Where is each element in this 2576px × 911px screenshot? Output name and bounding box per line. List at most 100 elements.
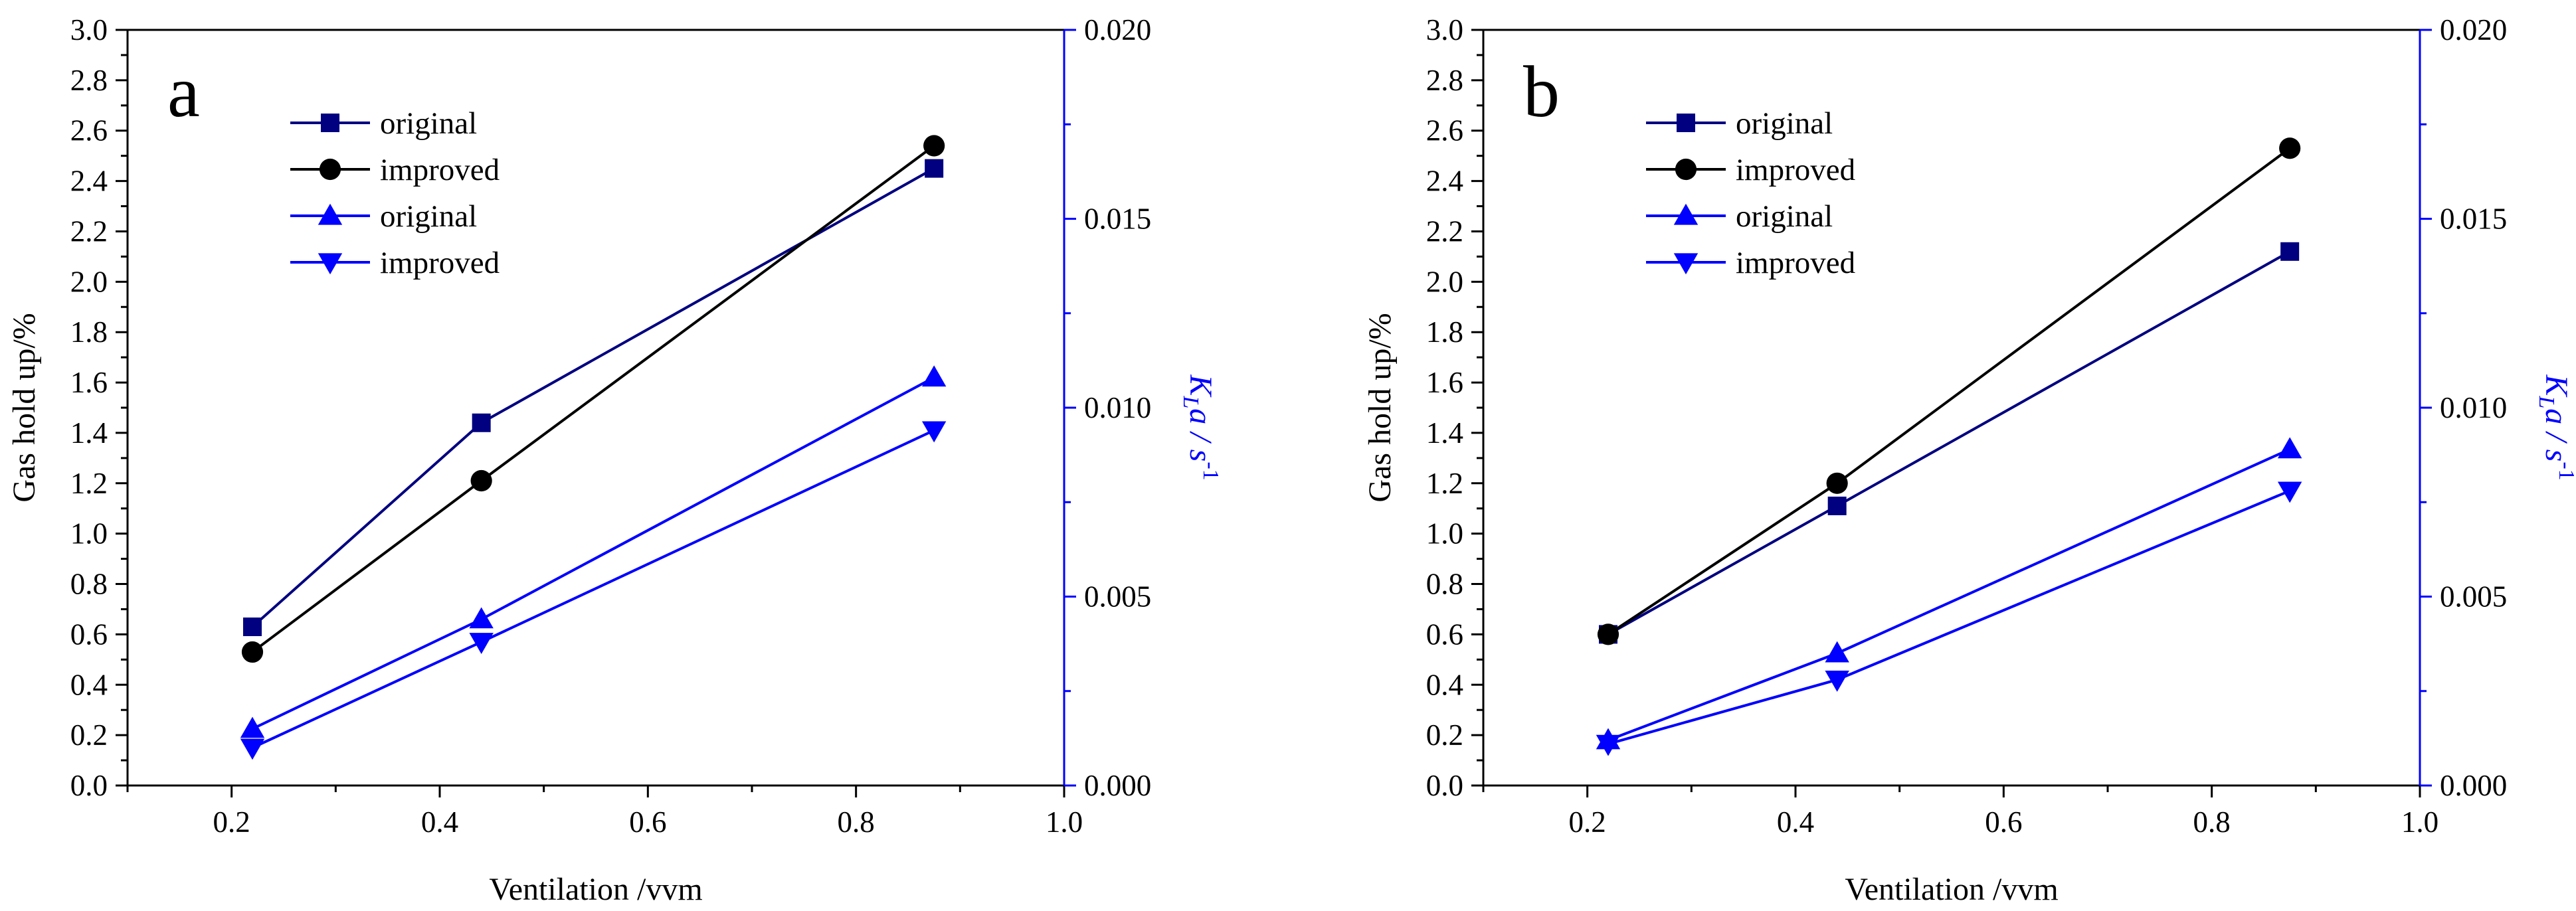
y-tick-label: 3.0 (1426, 13, 1463, 46)
series-line-3 (1608, 489, 2290, 746)
y-tick-label: 1.2 (1426, 467, 1463, 500)
data-point-circle (923, 135, 945, 157)
chart-panel-a: 0.0 0.2 0.4 0.6 0.8 1.0 1.2 1.4 1.6 1.8 2.0 2.2 2.4 2… (7, 13, 1223, 907)
legend-label: improved (380, 246, 500, 280)
y-tick-label: 1.6 (1426, 366, 1463, 399)
y-axis-label: Gas hold up/% (1362, 313, 1398, 502)
x-tick-label: 0.2 (1569, 805, 1606, 839)
y-tick-label: 1.0 (70, 517, 108, 550)
data-point-triangle-up (240, 716, 265, 738)
series-line-2 (252, 376, 935, 730)
data-point-triangle-up (469, 607, 494, 629)
y2-tick-label: 0.000 (2440, 769, 2507, 802)
y2-tick-label: 0.015 (2440, 203, 2507, 236)
y-tick-label: 2.0 (1426, 265, 1463, 298)
y-tick-label: 0.2 (70, 718, 108, 752)
data-point-square (1827, 496, 1847, 515)
x-tick-label: 1.0 (2401, 805, 2438, 839)
y-tick-label: 2.4 (1426, 165, 1463, 198)
x-tick-label: 0.2 (213, 805, 250, 839)
y2-tick-label: 0.000 (1084, 769, 1151, 802)
data-point-triangle-down (1825, 671, 1849, 692)
y-tick-label: 1.4 (1426, 416, 1463, 450)
series-line-1 (1607, 147, 2291, 636)
data-point-circle (1597, 623, 1619, 645)
legend-label: original (1736, 106, 1833, 141)
data-point-triangle-down (240, 738, 265, 760)
x-tick-label: 0.8 (2193, 805, 2231, 839)
y2-tick-label: 0.020 (1084, 13, 1151, 46)
legend-marker-square (1677, 114, 1695, 132)
legend-marker-triangle-up (318, 203, 343, 225)
y-tick-label: 2.6 (1426, 114, 1463, 147)
x-tick-label: 0.8 (838, 805, 875, 839)
legend-label: improved (1736, 246, 1855, 280)
y-tick-label: 0.8 (1426, 568, 1463, 601)
series-line-0 (1608, 250, 2291, 636)
y2-tick-label: 0.015 (1084, 203, 1151, 236)
legend-marker-square (321, 114, 339, 132)
x-axis-label: Ventilation /vvm (1845, 872, 2058, 907)
y2-label-k: K (2539, 374, 2574, 398)
y-tick-label: 1.8 (1426, 315, 1463, 349)
y2-label-sup: -1 (2554, 461, 2576, 480)
y-tick-label: 1.6 (70, 366, 108, 399)
x-tick-label: 0.6 (1985, 805, 2022, 839)
y-tick-label: 0.6 (70, 618, 108, 651)
y2-label-rest: a / s (1183, 408, 1218, 461)
data-point-square (925, 159, 944, 178)
y-tick-label: 1.4 (70, 416, 108, 450)
y-tick-label: 0.4 (70, 668, 108, 701)
data-point-triangle-up (921, 365, 947, 387)
y-tick-label: 2.8 (70, 64, 108, 97)
x-tick-label: 0.6 (629, 805, 666, 839)
y-tick-label: 2.0 (70, 265, 108, 298)
y2-tick-label: 0.005 (2440, 580, 2507, 614)
y2-label-sup: -1 (1198, 461, 1223, 480)
legend-marker-triangle-down (318, 253, 343, 275)
data-point-circle (470, 469, 492, 492)
panel-label: b (1523, 51, 1560, 132)
x-tick-label: 1.0 (1046, 805, 1083, 839)
y-tick-label: 3.0 (70, 13, 108, 46)
y2-axis-label: KLa / s-1 (1178, 374, 1223, 480)
data-point-square (243, 618, 262, 637)
y2-axis-label: KLa / s-1 (2534, 374, 2576, 480)
y2-tick-label: 0.010 (1084, 391, 1151, 424)
y-tick-label: 2.4 (70, 165, 108, 198)
data-point-triangle-up (1825, 641, 1849, 663)
y2-label-sub: L (2534, 395, 2559, 408)
y2-label-k: K (1183, 374, 1218, 398)
y-tick-label: 2.2 (70, 214, 108, 248)
y-tick-label: 1.2 (70, 467, 108, 500)
y2-label-rest: a / s (2539, 408, 2574, 461)
y-tick-label: 0.2 (1426, 718, 1463, 752)
y-axis-label: Gas hold up/% (7, 313, 42, 502)
legend-label: improved (1736, 153, 1855, 187)
data-point-triangle-down (2277, 481, 2302, 503)
y-tick-label: 0.8 (70, 568, 108, 601)
y-tick-label: 1.8 (70, 315, 108, 349)
data-point-circle (1826, 472, 1848, 494)
data-point-triangle-down (921, 421, 947, 443)
panel-label: a (167, 51, 200, 132)
legend-label: original (380, 106, 477, 141)
y2-label-sub: L (1178, 395, 1203, 408)
y-tick-label: 0.6 (1426, 618, 1463, 651)
legend-label: improved (380, 153, 500, 187)
data-point-circle (2279, 137, 2301, 159)
x-axis-label: Ventilation /vvm (489, 872, 702, 907)
y-tick-label: 2.8 (1426, 64, 1463, 97)
y-tick-label: 0.0 (1426, 769, 1463, 802)
y-tick-label: 2.6 (70, 114, 108, 147)
x-tick-label: 0.4 (1777, 805, 1814, 839)
legend-marker-triangle-down (1673, 253, 1699, 275)
data-point-triangle-down (469, 633, 494, 654)
legend-marker-triangle-up (1673, 203, 1699, 225)
legend-marker-circle (319, 158, 341, 181)
data-point-circle (241, 641, 264, 663)
y-tick-label: 2.2 (1426, 214, 1463, 248)
y2-tick-label: 0.010 (2440, 391, 2507, 424)
data-point-triangle-down (1596, 734, 1621, 756)
